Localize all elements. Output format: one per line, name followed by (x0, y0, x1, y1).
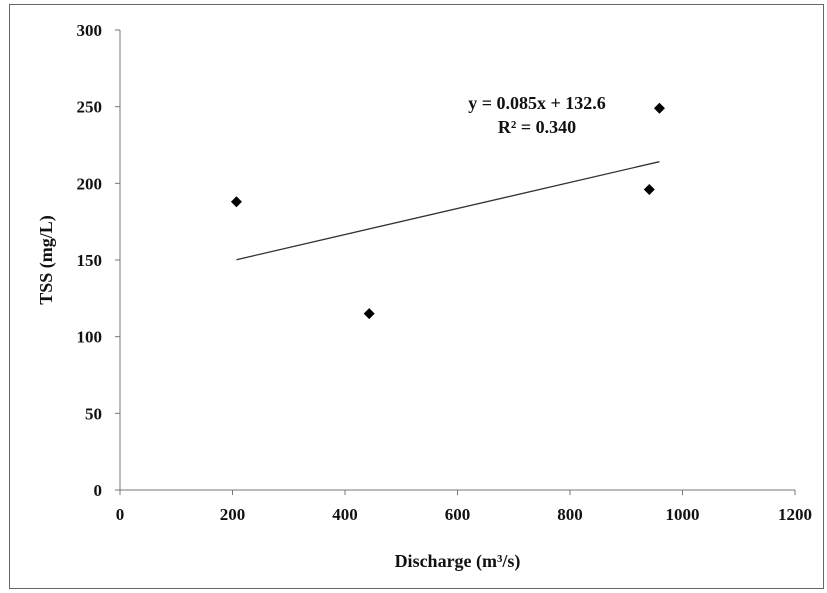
y-tick-label: 100 (77, 328, 103, 347)
chart-frame (9, 4, 824, 589)
data-point-diamond (653, 102, 665, 114)
y-axis-label: TSS (mg/L) (36, 215, 57, 305)
data-point-diamond (230, 196, 242, 208)
y-tick-label: 250 (77, 98, 103, 117)
data-points (230, 102, 665, 320)
y-tick-label: 200 (77, 174, 103, 193)
x-tick-label: 1200 (778, 505, 812, 524)
y-tick-label: 150 (77, 251, 103, 270)
x-axis-label: Discharge (m³/s) (395, 551, 521, 572)
x-tick-label: 400 (332, 505, 358, 524)
y-tick-label: 0 (94, 481, 103, 500)
trendline (236, 161, 660, 261)
y-tick-label: 50 (85, 404, 102, 423)
x-tick-label: 800 (557, 505, 583, 524)
tick-labels: 0 50 100 150 200 250 300 0 200 400 600 800 1000 1200 (77, 21, 813, 524)
x-tick-label: 0 (116, 505, 125, 524)
data-point-diamond (643, 183, 655, 195)
y-tick-label: 300 (77, 21, 103, 40)
x-tick-label: 1000 (666, 505, 700, 524)
x-tick-label: 200 (220, 505, 246, 524)
trendline-r-squared: R² = 0.340 (498, 117, 576, 137)
data-point-diamond (363, 308, 375, 320)
trendline-equation: y = 0.085x + 132.6 (468, 93, 606, 113)
axes (115, 29, 796, 495)
x-tick-label: 600 (445, 505, 471, 524)
